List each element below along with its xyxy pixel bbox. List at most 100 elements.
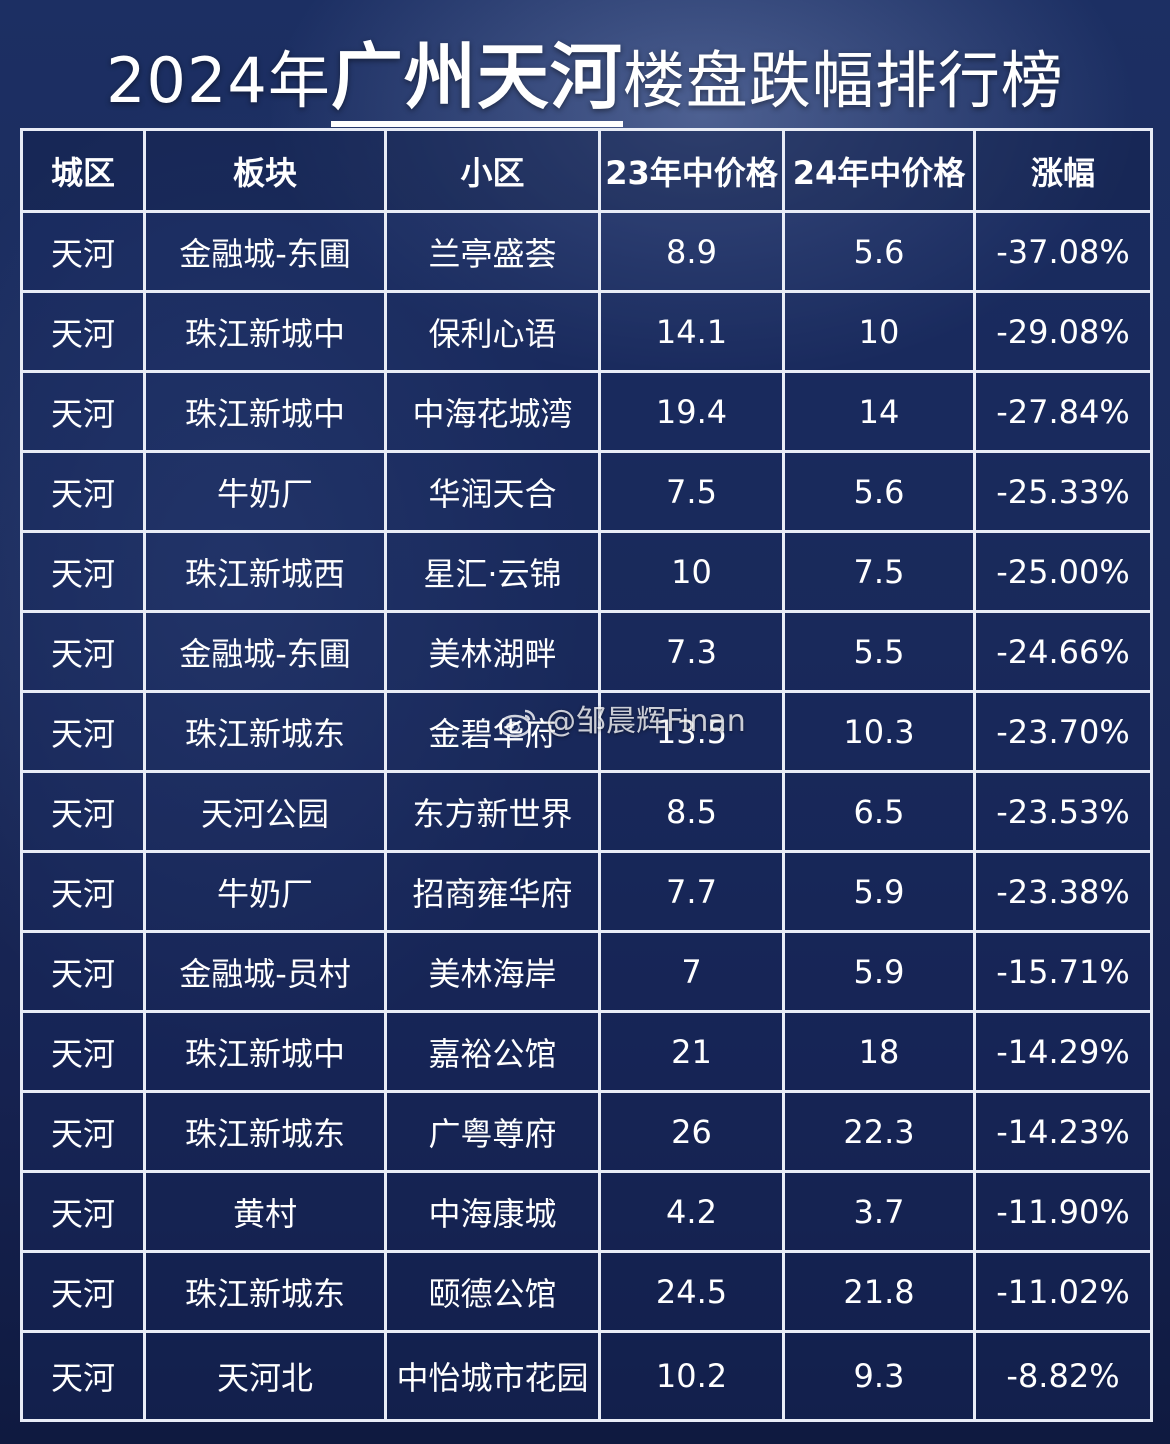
table-body: 天河 金融城-东圃 兰亭盛荟 8.9 5.6 -37.08% 天河 珠江新城中 保利心语 14.1… xyxy=(20,210,1153,1422)
cell-community: 华润天合 xyxy=(384,450,601,533)
price-drop-table: 城区 板块 小区 23年中价格 24年中价格 涨幅 天河 金融城-东圃 兰亭盛荟 8.… xyxy=(20,128,1153,1422)
cell-community: 东方新世界 xyxy=(384,770,601,853)
cell-district: 天河 xyxy=(20,690,146,773)
cell-price-2023: 14.1 xyxy=(598,290,785,373)
cell-district: 天河 xyxy=(20,290,146,373)
cell-area: 珠江新城西 xyxy=(143,530,387,613)
cell-price-2023: 10 xyxy=(598,530,785,613)
watermark: @邹晨辉Finan xyxy=(498,700,746,744)
cell-community: 兰亭盛荟 xyxy=(384,210,601,293)
table-row: 天河 珠江新城西 星汇·云锦 10 7.5 -25.00% xyxy=(20,530,1153,613)
cell-price-2023: 8.5 xyxy=(598,770,785,853)
cell-price-2023: 21 xyxy=(598,1010,785,1093)
watermark-text: @邹晨辉Finan xyxy=(546,704,746,739)
cell-price-2024: 5.9 xyxy=(782,850,976,933)
cell-price-2023: 13.5 xyxy=(598,690,785,773)
title-suffix: 楼盘跌幅排行榜 xyxy=(622,44,1064,117)
cell-change: -11.90% xyxy=(973,1170,1153,1253)
cell-community: 美林海岸 xyxy=(384,930,601,1013)
cell-area: 珠江新城东 xyxy=(143,1250,387,1333)
cell-community: 广粤尊府 xyxy=(384,1090,601,1173)
cell-price-2024: 14 xyxy=(782,370,976,453)
table-row: 天河 黄村 中海康城 4.2 3.7 -11.90% xyxy=(20,1170,1153,1253)
cell-change: -23.70% xyxy=(973,690,1153,773)
cell-price-2024: 3.7 xyxy=(782,1170,976,1253)
cell-area: 牛奶厂 xyxy=(143,450,387,533)
table-row: 天河 牛奶厂 华润天合 7.5 5.6 -25.33% xyxy=(20,450,1153,533)
cell-price-2024: 6.5 xyxy=(782,770,976,853)
cell-district: 天河 xyxy=(20,530,146,613)
title-prefix: 2024年 xyxy=(106,44,331,117)
cell-price-2023: 19.4 xyxy=(598,370,785,453)
cell-change: -15.71% xyxy=(973,930,1153,1013)
cell-community: 招商雍华府 xyxy=(384,850,601,933)
cell-change: -11.02% xyxy=(973,1250,1153,1333)
cell-community: 美林湖畔 xyxy=(384,610,601,693)
title-highlight: 广州天河 xyxy=(330,35,623,127)
cell-price-2023: 7.3 xyxy=(598,610,785,693)
cell-price-2023: 26 xyxy=(598,1090,785,1173)
table-row: 天河 天河公园 东方新世界 8.5 6.5 -23.53% xyxy=(20,770,1153,853)
cell-district: 天河 xyxy=(20,1250,146,1333)
table-row: 天河 珠江新城东 颐德公馆 24.5 21.8 -11.02% xyxy=(20,1250,1153,1333)
table-row: 天河 珠江新城中 保利心语 14.1 10 -29.08% xyxy=(20,290,1153,373)
cell-change: -14.29% xyxy=(973,1010,1153,1093)
cell-change: -24.66% xyxy=(973,610,1153,693)
cell-price-2023: 7.7 xyxy=(598,850,785,933)
cell-area: 珠江新城东 xyxy=(143,690,387,773)
cell-price-2023: 10.2 xyxy=(598,1330,785,1422)
cell-area: 金融城-员村 xyxy=(143,930,387,1013)
cell-change: -25.00% xyxy=(973,530,1153,613)
cell-community: 中怡城市花园 xyxy=(384,1330,601,1422)
cell-change: -37.08% xyxy=(973,210,1153,293)
table-row: 天河 珠江新城东 广粤尊府 26 22.3 -14.23% xyxy=(20,1090,1153,1173)
table-row: 天河 牛奶厂 招商雍华府 7.7 5.9 -23.38% xyxy=(20,850,1153,933)
cell-price-2024: 22.3 xyxy=(782,1090,976,1173)
header-price-2023: 23年中价格 xyxy=(598,128,785,213)
cell-change: -29.08% xyxy=(973,290,1153,373)
cell-change: -27.84% xyxy=(973,370,1153,453)
header-community: 小区 xyxy=(384,128,601,213)
cell-price-2023: 8.9 xyxy=(598,210,785,293)
cell-price-2024: 18 xyxy=(782,1010,976,1093)
cell-price-2024: 10 xyxy=(782,290,976,373)
cell-change: -25.33% xyxy=(973,450,1153,533)
cell-price-2024: 21.8 xyxy=(782,1250,976,1333)
table-row: 天河 珠江新城中 嘉裕公馆 21 18 -14.29% xyxy=(20,1010,1153,1093)
cell-price-2024: 10.3 xyxy=(782,690,976,773)
cell-price-2023: 7 xyxy=(598,930,785,1013)
cell-community: 嘉裕公馆 xyxy=(384,1010,601,1093)
cell-district: 天河 xyxy=(20,210,146,293)
cell-district: 天河 xyxy=(20,370,146,453)
header-area: 板块 xyxy=(143,128,387,213)
cell-price-2023: 7.5 xyxy=(598,450,785,533)
header-district: 城区 xyxy=(20,128,146,213)
cell-area: 天河北 xyxy=(143,1330,387,1422)
table-row: 天河 天河北 中怡城市花园 10.2 9.3 -8.82% xyxy=(20,1330,1153,1422)
cell-area: 珠江新城中 xyxy=(143,1010,387,1093)
table-row: 天河 珠江新城中 中海花城湾 19.4 14 -27.84% xyxy=(20,370,1153,453)
cell-district: 天河 xyxy=(20,450,146,533)
cell-community: 保利心语 xyxy=(384,290,601,373)
cell-district: 天河 xyxy=(20,1090,146,1173)
weibo-icon xyxy=(498,709,536,738)
cell-price-2023: 24.5 xyxy=(598,1250,785,1333)
page-title: 2024年广州天河楼盘跌幅排行榜 xyxy=(0,22,1170,132)
cell-community: 中海花城湾 xyxy=(384,370,601,453)
cell-price-2024: 7.5 xyxy=(782,530,976,613)
cell-change: -23.38% xyxy=(973,850,1153,933)
cell-price-2024: 5.5 xyxy=(782,610,976,693)
cell-area: 珠江新城东 xyxy=(143,1090,387,1173)
cell-area: 牛奶厂 xyxy=(143,850,387,933)
cell-price-2023: 4.2 xyxy=(598,1170,785,1253)
cell-district: 天河 xyxy=(20,1170,146,1253)
cell-area: 天河公园 xyxy=(143,770,387,853)
cell-area: 黄村 xyxy=(143,1170,387,1253)
cell-district: 天河 xyxy=(20,770,146,853)
cell-community: 颐德公馆 xyxy=(384,1250,601,1333)
cell-district: 天河 xyxy=(20,610,146,693)
cell-price-2024: 5.6 xyxy=(782,450,976,533)
cell-district: 天河 xyxy=(20,1330,146,1422)
cell-district: 天河 xyxy=(20,850,146,933)
header-price-2024: 24年中价格 xyxy=(782,128,976,213)
